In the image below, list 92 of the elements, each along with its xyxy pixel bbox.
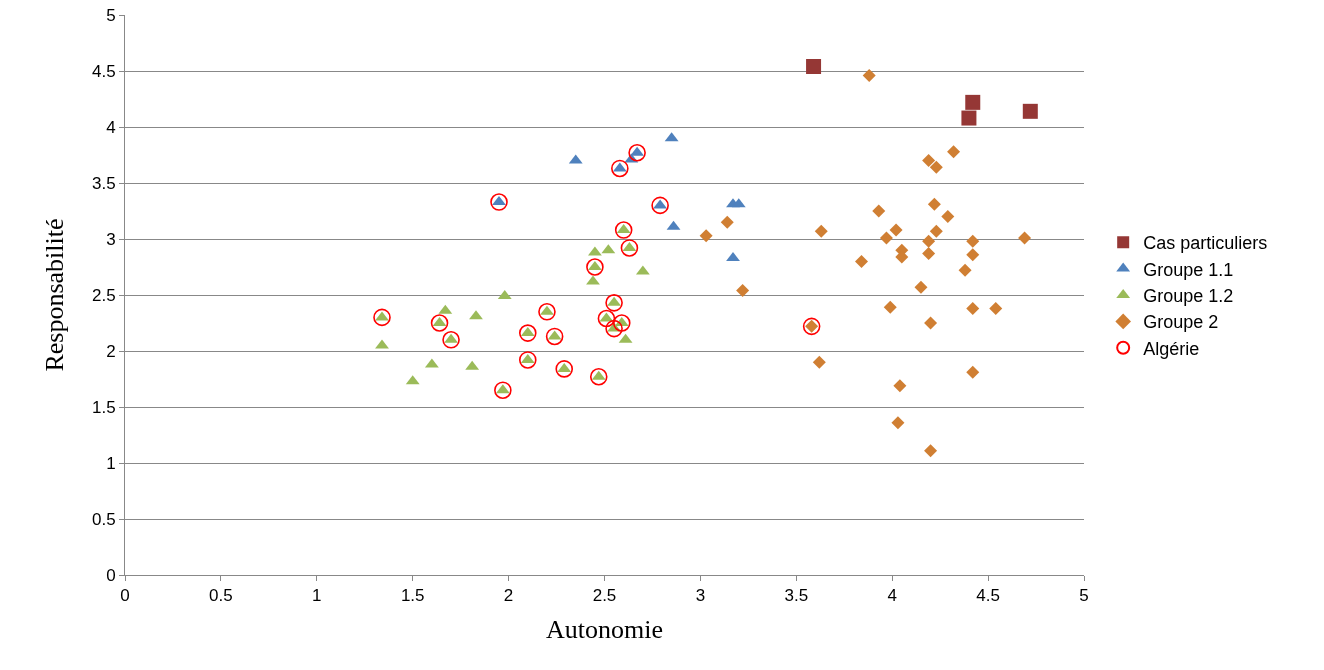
- point: [961, 110, 977, 126]
- point: [726, 252, 740, 262]
- point: [555, 360, 574, 378]
- point: [966, 365, 980, 379]
- x-tick-label: 5: [1079, 586, 1089, 606]
- x-tick-label: 0: [120, 586, 130, 606]
- point: [720, 215, 734, 229]
- point: [814, 224, 828, 238]
- point: [620, 239, 639, 257]
- point: [651, 196, 669, 215]
- point: [540, 305, 554, 315]
- y-tick-label: 2: [106, 341, 116, 361]
- point: [586, 258, 604, 276]
- point: [518, 324, 537, 342]
- point: [545, 327, 564, 346]
- point: [605, 319, 623, 338]
- point: [879, 231, 893, 245]
- point: [444, 333, 458, 343]
- point: [966, 234, 980, 248]
- point: [922, 247, 936, 261]
- y-tick-label: 0.5: [91, 509, 116, 529]
- point: [494, 381, 512, 399]
- point: [1018, 231, 1032, 245]
- legend-label: Groupe 1.2: [1143, 286, 1234, 307]
- point: [628, 143, 646, 162]
- point: [891, 416, 905, 430]
- point: [518, 351, 537, 369]
- y-tick-label: 1: [106, 453, 116, 473]
- point: [914, 280, 928, 294]
- point: [490, 193, 508, 211]
- point: [924, 316, 938, 330]
- point: [922, 234, 936, 248]
- point: [927, 197, 941, 211]
- y-tick-label: 4.5: [91, 61, 116, 81]
- x-axis-title: Autonomie: [546, 615, 663, 645]
- y-axis-title: Responsabilité: [40, 218, 70, 372]
- point: [883, 300, 897, 314]
- x-tick-label: 1: [312, 586, 322, 606]
- x-tick-label: 2.5: [592, 586, 617, 606]
- point: [966, 248, 980, 262]
- point: [375, 339, 389, 349]
- point: [538, 303, 556, 321]
- point: [989, 301, 1003, 315]
- point: [855, 254, 869, 268]
- legend-label: Algérie: [1143, 338, 1200, 359]
- x-tick-label: 0.5: [209, 586, 233, 606]
- x-tick-label: 3: [695, 586, 706, 606]
- x-tick-label: 1.5: [400, 586, 425, 606]
- point: [806, 59, 822, 75]
- point: [812, 355, 826, 369]
- point: [872, 204, 886, 218]
- y-tick-label: 3: [106, 229, 116, 249]
- x-tick-label: 4: [887, 586, 897, 606]
- point: [1022, 103, 1038, 119]
- point: [612, 314, 631, 332]
- x-tick-label: 4.5: [976, 586, 1000, 606]
- point: [929, 224, 943, 238]
- point: [442, 331, 460, 349]
- y-tick-label: 4: [106, 117, 116, 137]
- point: [586, 275, 600, 285]
- point: [614, 221, 633, 239]
- point: [699, 229, 713, 243]
- point: [941, 210, 955, 224]
- point: [589, 367, 608, 386]
- point: [862, 68, 876, 82]
- point: [893, 379, 907, 393]
- point: [611, 159, 629, 178]
- x-tick-label: 2: [503, 586, 514, 606]
- point: [373, 308, 391, 327]
- point: [469, 310, 483, 320]
- point: [929, 160, 943, 174]
- y-tick-label: 5: [106, 5, 116, 25]
- point: [597, 309, 616, 328]
- point: [430, 314, 449, 332]
- y-tick-label: 1.5: [91, 397, 116, 417]
- point: [605, 294, 623, 312]
- point: [736, 284, 750, 298]
- point: [966, 301, 980, 315]
- legend-label: Cas particuliers: [1143, 233, 1268, 254]
- legend-label: Groupe 2: [1143, 312, 1219, 333]
- y-tick-label: 3.5: [91, 173, 116, 193]
- point: [889, 223, 903, 237]
- y-tick-label: 0: [106, 565, 116, 585]
- point: [958, 263, 972, 277]
- point: [965, 94, 981, 110]
- point: [924, 444, 938, 458]
- point: [947, 145, 961, 159]
- y-tick-label: 2.5: [91, 285, 116, 305]
- legend-label: Groupe 1.1: [1143, 259, 1234, 280]
- x-tick-label: 3.5: [784, 586, 809, 606]
- point: [922, 154, 936, 168]
- point: [492, 196, 506, 206]
